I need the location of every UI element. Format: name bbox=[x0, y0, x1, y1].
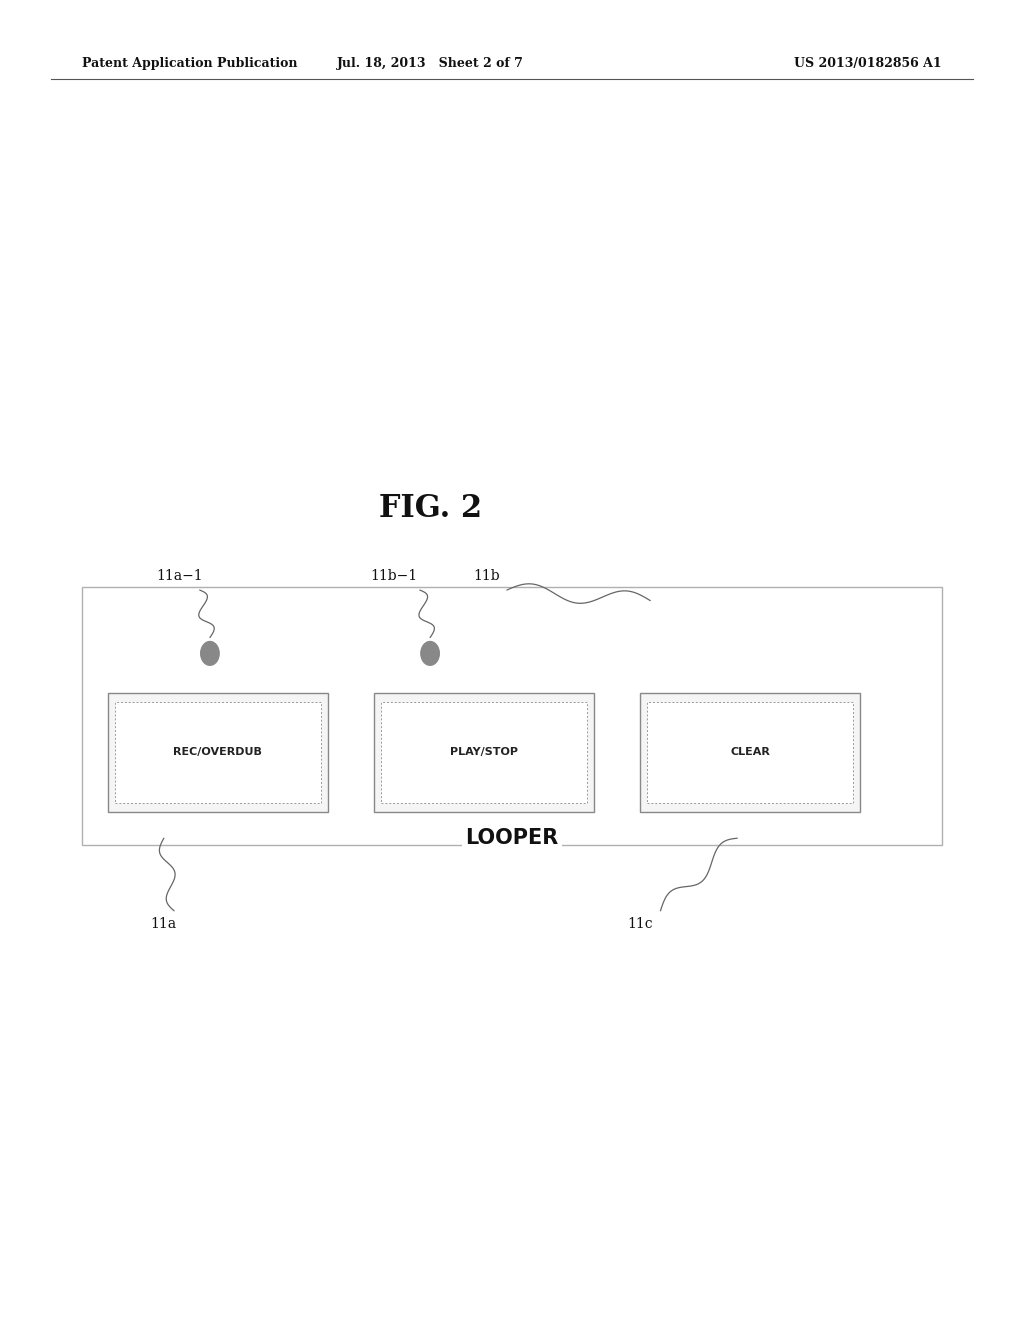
Bar bbox=[115, 702, 321, 803]
Text: FIG. 2: FIG. 2 bbox=[379, 492, 481, 524]
Text: US 2013/0182856 A1: US 2013/0182856 A1 bbox=[795, 57, 942, 70]
Text: CLEAR: CLEAR bbox=[730, 747, 770, 758]
Text: 11b−1: 11b−1 bbox=[371, 569, 418, 583]
Bar bbox=[374, 693, 594, 812]
Bar bbox=[647, 702, 853, 803]
Text: 11c: 11c bbox=[627, 917, 653, 932]
Text: PLAY/STOP: PLAY/STOP bbox=[450, 747, 518, 758]
Text: Jul. 18, 2013   Sheet 2 of 7: Jul. 18, 2013 Sheet 2 of 7 bbox=[337, 57, 523, 70]
Bar bbox=[82, 587, 942, 845]
Text: 11b: 11b bbox=[473, 569, 500, 583]
Ellipse shape bbox=[201, 642, 219, 665]
Text: 11a: 11a bbox=[151, 917, 177, 932]
Text: REC/OVERDUB: REC/OVERDUB bbox=[173, 747, 262, 758]
Bar bbox=[108, 693, 328, 812]
Bar bbox=[640, 693, 860, 812]
Text: LOOPER: LOOPER bbox=[465, 828, 559, 849]
Bar bbox=[381, 702, 587, 803]
Ellipse shape bbox=[421, 642, 439, 665]
Text: Patent Application Publication: Patent Application Publication bbox=[82, 57, 297, 70]
Text: 11a−1: 11a−1 bbox=[156, 569, 203, 583]
